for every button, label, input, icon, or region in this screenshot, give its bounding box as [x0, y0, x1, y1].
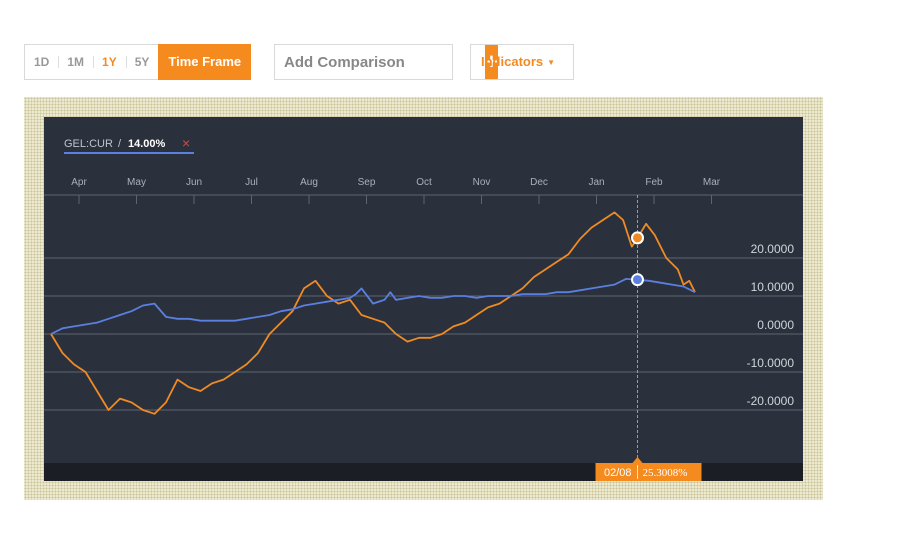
x-tick-label: Jun: [186, 177, 202, 188]
chart-frame: GEL:CUR / 14.00% × Apr May Jun Jul Aug Sep Oct…: [24, 97, 823, 500]
remove-series-icon[interactable]: ×: [182, 135, 190, 151]
x-tick-label: Apr: [71, 177, 87, 188]
x-tick-label: Feb: [645, 177, 663, 188]
range-selector: 1D 1M 1Y 5Y Time Frame: [24, 44, 252, 80]
tooltip-date: 02/08: [604, 467, 632, 479]
timeframe-button[interactable]: Time Frame: [158, 44, 252, 80]
y-tick-label: 0.0000: [757, 318, 794, 332]
comparison-box: +: [274, 44, 498, 80]
legend-separator: /: [118, 138, 122, 150]
x-tick-label: May: [127, 177, 146, 188]
legend-symbol: GEL:CUR: [64, 138, 113, 150]
crosshair-point-comparison: [631, 231, 644, 245]
chevron-down-icon: ▼: [547, 58, 556, 67]
add-comparison-input[interactable]: [275, 45, 485, 79]
indicators-label: Indicators: [481, 54, 544, 69]
y-tick-label: 10.0000: [751, 280, 795, 294]
crosshair-tooltip: [595, 463, 702, 481]
range-button-1m[interactable]: 1M: [58, 45, 93, 79]
tooltip-value: 25.3008%: [643, 467, 688, 479]
range-button-5y[interactable]: 5Y: [125, 45, 159, 79]
tooltip-pointer: [632, 457, 643, 463]
legend-change: 14.00%: [128, 138, 166, 150]
x-tick-label: Nov: [473, 177, 491, 188]
indicators-dropdown[interactable]: Indicators ▼: [470, 44, 574, 80]
y-tick-label: -20.0000: [747, 394, 795, 408]
add-comparison-button[interactable]: +: [485, 44, 498, 80]
x-tick-label: Aug: [300, 177, 318, 188]
y-tick-label: -10.0000: [747, 356, 795, 370]
series-line-primary: [50, 277, 696, 335]
x-tick-label: Mar: [703, 177, 721, 188]
series-line-comparison: [50, 211, 696, 415]
crosshair-point-primary: [631, 273, 644, 287]
range-button-1y[interactable]: 1Y: [93, 45, 126, 79]
x-tick-label: Jan: [588, 177, 604, 188]
x-tick-label: Jul: [245, 177, 258, 188]
x-tick-label: Oct: [416, 177, 432, 188]
x-tick-label: Sep: [358, 177, 376, 188]
range-button-1d[interactable]: 1D: [34, 55, 50, 69]
chart-panel: GEL:CUR / 14.00% × Apr May Jun Jul Aug Sep Oct…: [44, 117, 803, 481]
y-tick-label: 20.0000: [751, 242, 795, 256]
price-chart[interactable]: GEL:CUR / 14.00% × Apr May Jun Jul Aug Sep Oct…: [44, 117, 803, 481]
plus-icon: +: [485, 49, 498, 74]
x-tick-label: Dec: [530, 177, 548, 188]
